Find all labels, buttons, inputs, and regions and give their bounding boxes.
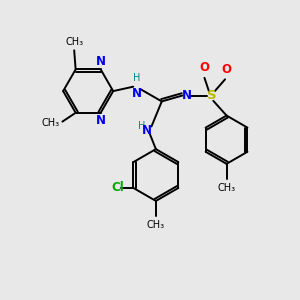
Text: O: O bbox=[222, 63, 232, 76]
Text: N: N bbox=[96, 114, 106, 127]
Text: H: H bbox=[133, 73, 140, 83]
Text: N: N bbox=[96, 55, 106, 68]
Text: CH₃: CH₃ bbox=[41, 118, 59, 128]
Text: H: H bbox=[138, 121, 146, 130]
Text: CH₃: CH₃ bbox=[147, 220, 165, 230]
Text: N: N bbox=[142, 124, 152, 137]
Text: Cl: Cl bbox=[111, 182, 124, 194]
Text: CH₃: CH₃ bbox=[65, 37, 83, 47]
Text: S: S bbox=[207, 89, 217, 102]
Text: N: N bbox=[182, 89, 192, 102]
Text: N: N bbox=[132, 87, 142, 100]
Text: CH₃: CH₃ bbox=[218, 183, 236, 193]
Text: O: O bbox=[200, 61, 209, 74]
